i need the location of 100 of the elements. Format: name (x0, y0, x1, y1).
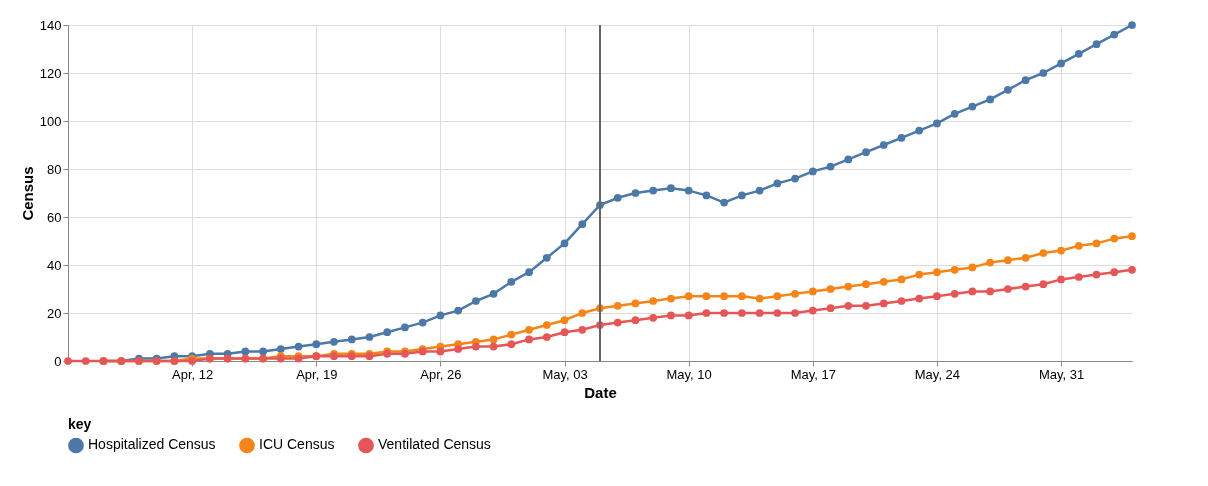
point (631, 299, 640, 308)
x-tick-label: May, 03 (542, 366, 588, 382)
point (542, 321, 551, 329)
point (312, 340, 321, 349)
point (471, 297, 480, 305)
point (684, 292, 693, 301)
point (436, 311, 445, 320)
point (1039, 249, 1048, 257)
point (826, 162, 835, 171)
point (702, 292, 711, 301)
point (241, 347, 250, 356)
point (578, 220, 587, 229)
point (933, 119, 941, 128)
point (365, 333, 374, 341)
point (489, 289, 498, 298)
point (489, 335, 498, 344)
point (915, 270, 924, 279)
point (879, 141, 888, 149)
y-tick-label: 100 (39, 113, 62, 129)
point (383, 328, 392, 337)
point (1092, 40, 1101, 49)
point (720, 198, 729, 207)
point (950, 109, 959, 118)
point (1110, 234, 1119, 243)
point (1074, 241, 1083, 250)
point (950, 265, 959, 274)
point (933, 268, 941, 277)
point (791, 289, 799, 298)
point (755, 294, 764, 303)
point (737, 292, 746, 301)
x-tick-label: May, 31 (1038, 366, 1085, 382)
point (578, 309, 587, 317)
point (294, 342, 303, 351)
point (667, 184, 675, 193)
y-tick-label: 140 (39, 17, 62, 33)
point (879, 277, 888, 286)
y-tick-label: 0 (54, 353, 62, 369)
point (542, 253, 551, 262)
point (1003, 85, 1012, 94)
point (1057, 59, 1065, 68)
point (667, 294, 675, 303)
point (737, 191, 746, 200)
point (1110, 30, 1119, 39)
legend-label: ICU Census (259, 436, 335, 453)
point (1128, 232, 1136, 241)
point (808, 167, 817, 176)
point (808, 287, 817, 296)
point (986, 95, 995, 104)
point (454, 306, 463, 315)
point (844, 282, 853, 291)
point (1021, 76, 1030, 85)
point (791, 174, 799, 183)
point (968, 102, 977, 111)
point (844, 155, 853, 164)
y-tick-label: 40 (47, 257, 62, 273)
legend-label: Ventilated Census (378, 436, 491, 453)
point (862, 280, 870, 289)
y-tick-label: 20 (47, 305, 62, 321)
point (968, 263, 977, 272)
point (897, 133, 906, 142)
x-tick-label: May, 10 (666, 366, 712, 382)
point (773, 179, 782, 188)
point (1039, 69, 1048, 77)
point (1074, 49, 1083, 58)
point (1092, 239, 1101, 248)
point (1021, 253, 1030, 262)
point (525, 325, 533, 334)
point (276, 345, 285, 353)
point (613, 301, 622, 310)
point (1003, 256, 1012, 265)
point (897, 275, 906, 284)
point (1128, 21, 1136, 29)
point (702, 191, 711, 200)
point (347, 335, 356, 344)
point (826, 285, 835, 293)
point (649, 186, 658, 195)
legend-title: key (68, 416, 92, 432)
y-tick-label: 60 (47, 209, 62, 225)
point (507, 277, 516, 286)
point (401, 323, 409, 332)
x-tick-label: May, 24 (914, 366, 961, 382)
point (720, 292, 729, 301)
point (560, 316, 569, 325)
x-tick-label: May, 17 (790, 366, 836, 382)
legend-label: Hospitalized Census (88, 436, 216, 453)
point (1057, 246, 1065, 255)
point (560, 239, 569, 248)
y-tick-label: 80 (47, 161, 62, 177)
point (755, 186, 764, 195)
point (507, 330, 516, 339)
x-tick-label: Apr, 12 (172, 366, 214, 382)
point (259, 347, 267, 356)
y-axis-title: Census (18, 166, 36, 221)
point (862, 148, 870, 157)
point (986, 258, 995, 267)
point (613, 193, 622, 202)
point (525, 268, 533, 277)
point (915, 126, 924, 135)
point (773, 292, 782, 301)
point (649, 297, 658, 305)
